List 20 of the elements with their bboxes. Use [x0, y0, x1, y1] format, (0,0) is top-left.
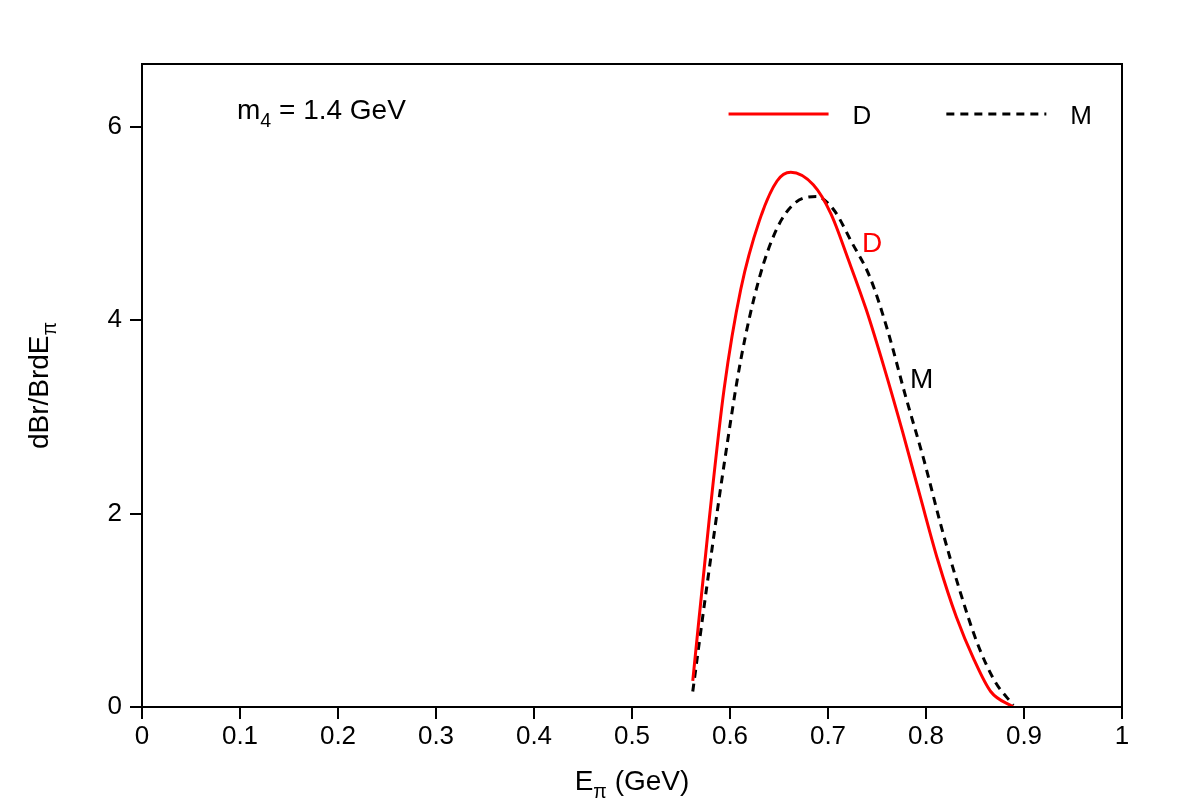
y-tick-label: 4	[107, 303, 122, 334]
x-tick-label: 0.7	[809, 719, 847, 750]
y-tick-label: 2	[107, 496, 122, 527]
x-tick-label: 1	[1114, 719, 1130, 750]
x-tick-label: 0.2	[319, 719, 357, 750]
x-tick-label: 0.1	[221, 719, 259, 750]
x-tick-label: 0.3	[417, 719, 455, 750]
legend-label: D	[852, 100, 872, 130]
x-tick-label: 0.5	[613, 719, 651, 750]
legend-label: M	[1070, 100, 1093, 130]
x-tick-label: 0.4	[515, 719, 553, 750]
x-tick-label: 0.6	[711, 719, 749, 750]
x-tick-label: 0.8	[907, 719, 945, 750]
annotation: M	[910, 363, 934, 394]
x-tick-label: 0	[134, 719, 150, 750]
x-tick-label: 0.9	[1005, 719, 1043, 750]
y-axis-title: dBr/BrdEπ	[23, 321, 61, 450]
annotation: D	[862, 227, 883, 258]
y-tick-label: 0	[107, 690, 122, 721]
y-tick-label: 6	[107, 110, 122, 141]
